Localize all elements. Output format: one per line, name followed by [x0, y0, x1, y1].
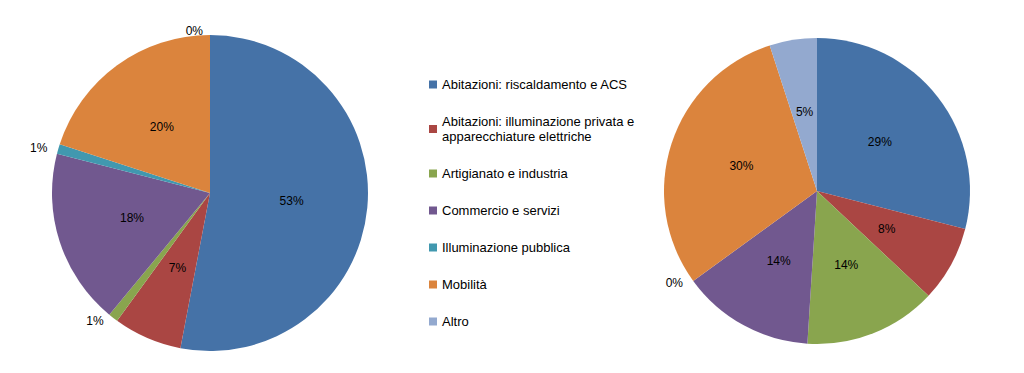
svg-text:29%: 29%: [868, 135, 892, 149]
svg-text:0%: 0%: [666, 276, 684, 290]
svg-text:Commercio e servizi: Commercio e servizi: [442, 203, 560, 218]
svg-text:1%: 1%: [30, 141, 48, 155]
svg-text:18%: 18%: [120, 211, 144, 225]
svg-text:7%: 7%: [169, 261, 187, 275]
svg-text:apparecchiature elettriche: apparecchiature elettriche: [442, 129, 592, 144]
svg-text:Mobilità: Mobilità: [442, 277, 488, 292]
svg-text:53%: 53%: [280, 194, 304, 208]
svg-text:Altro: Altro: [442, 314, 469, 329]
svg-text:14%: 14%: [767, 254, 791, 268]
svg-text:Abitazioni: riscaldamento e AC: Abitazioni: riscaldamento e ACS: [442, 77, 627, 92]
svg-text:20%: 20%: [150, 120, 174, 134]
svg-text:5%: 5%: [796, 105, 814, 119]
svg-text:0%: 0%: [186, 24, 204, 38]
svg-text:Abitazioni: illuminazione priv: Abitazioni: illuminazione privata e: [442, 114, 638, 129]
svg-text:30%: 30%: [729, 159, 753, 173]
svg-text:14%: 14%: [834, 258, 858, 272]
svg-text:8%: 8%: [878, 222, 896, 236]
svg-text:Artigianato e industria: Artigianato e industria: [442, 166, 569, 181]
svg-text:1%: 1%: [86, 314, 104, 328]
svg-text:Illuminazione pubblica: Illuminazione pubblica: [442, 240, 571, 255]
